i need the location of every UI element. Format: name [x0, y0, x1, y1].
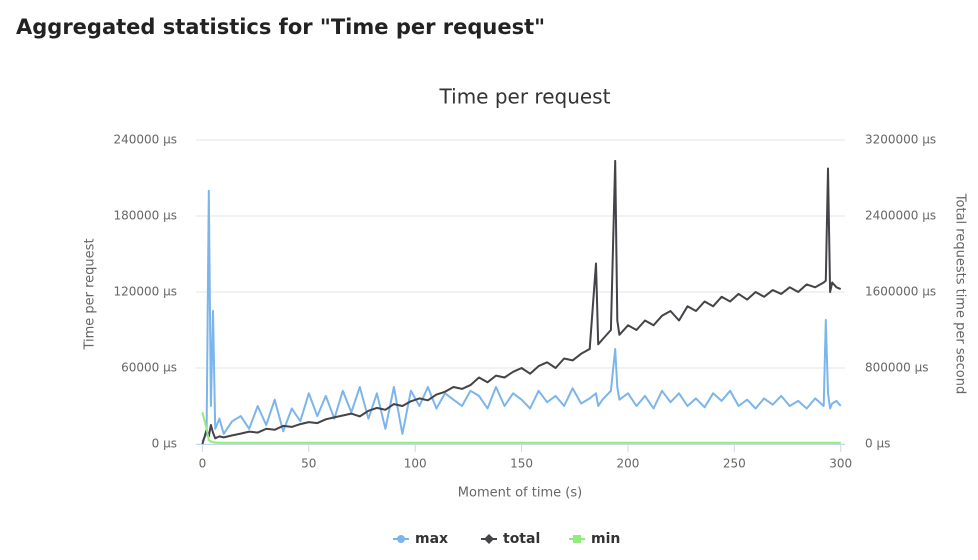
legend-label[interactable]: max: [415, 531, 448, 547]
x-tick-label: 300: [829, 457, 852, 471]
y-tick-label: 0 µs: [152, 437, 177, 451]
legend-marker[interactable]: [573, 535, 581, 543]
legend-label[interactable]: min: [591, 531, 620, 547]
series-line: [201, 412, 841, 444]
page-heading: Aggregated statistics for "Time per requ…: [16, 15, 545, 39]
y2-tick-label: 800000 µs: [865, 361, 929, 375]
y2-tick-label: 3200000 µs: [865, 133, 936, 147]
legend-marker[interactable]: [484, 534, 494, 544]
x-tick-label: 150: [510, 457, 533, 471]
y2-axis-title: Total requests time per second: [953, 193, 968, 394]
x-axis-title: Moment of time (s): [458, 486, 582, 501]
y-tick-label: 180000 µs: [113, 209, 177, 223]
y2-tick-label: 1600000 µs: [865, 285, 936, 299]
y-tick-label: 120000 µs: [113, 285, 177, 299]
y-tick-label: 60000 µs: [121, 361, 177, 375]
series-line: [201, 159, 842, 445]
x-tick-label: 0: [199, 457, 207, 471]
legend-label[interactable]: total: [503, 531, 540, 547]
x-tick-label: 200: [617, 457, 640, 471]
legend-marker[interactable]: [397, 535, 405, 543]
chart-title: Time per request: [439, 85, 611, 109]
y-axis-title: Time per request: [83, 238, 98, 350]
series-line: [201, 189, 842, 442]
x-tick-label: 50: [301, 457, 316, 471]
y2-tick-label: 0 µs: [865, 437, 890, 451]
y2-tick-label: 2400000 µs: [865, 209, 936, 223]
x-tick-label: 250: [723, 457, 746, 471]
y-tick-label: 240000 µs: [113, 133, 177, 147]
x-tick-label: 100: [404, 457, 427, 471]
